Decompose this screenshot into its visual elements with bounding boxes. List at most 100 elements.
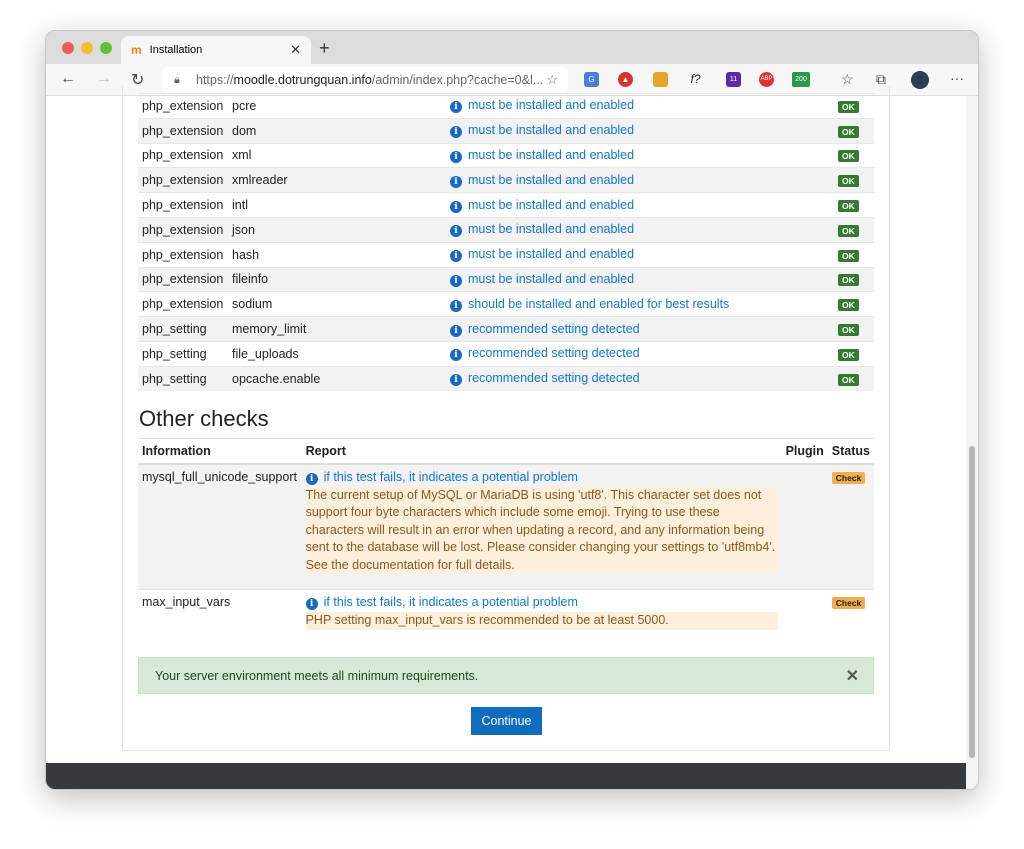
close-tab-icon[interactable]: ✕ [290, 42, 301, 57]
other-checks-table: Information Report Plugin Status mysql_f… [138, 438, 874, 638]
browser-toolbar: ← → ↻ 🔒︎ https://moodle.dotrungquan.info… [46, 64, 978, 96]
tab-installation[interactable]: m Installation ✕ [121, 36, 311, 64]
favorites-icon[interactable]: ☆ [841, 71, 854, 87]
translate-extension-icon[interactable]: G [584, 72, 599, 87]
close-window-button[interactable] [62, 42, 74, 54]
report-link[interactable]: must be installed and enabled [468, 123, 635, 138]
address-bar[interactable]: 🔒︎ https://moodle.dotrungquan.info/admin… [162, 67, 568, 93]
info-icon: i [450, 374, 462, 387]
forward-icon[interactable]: → [96, 70, 112, 87]
warning-message: The current setup of MySQL or MariaDB is… [305, 486, 778, 574]
url-path: /admin/index.php?cache=0&l... [371, 73, 544, 87]
status-badge: OK [838, 348, 859, 361]
status-badge: OK [838, 299, 859, 312]
report-link[interactable]: recommended setting detected [468, 346, 640, 361]
check-name: php_extension [138, 192, 228, 218]
extension-200-icon[interactable]: 200 [792, 72, 810, 87]
formula-extension-icon[interactable]: f? [690, 72, 701, 86]
check-item: file_uploads [228, 340, 446, 367]
scrollbar-thumb[interactable] [969, 446, 975, 758]
content-frame [122, 86, 890, 751]
moodle-favicon-icon: m [131, 43, 142, 57]
table-row: mysql_full_unicode_support i if this test… [138, 463, 874, 590]
check-name: php_extension [138, 216, 228, 243]
info-icon: i [305, 472, 318, 485]
report-link[interactable]: recommended setting detected [468, 321, 640, 336]
report-link[interactable]: must be installed and enabled [468, 98, 635, 113]
status-badge: OK [838, 249, 859, 262]
header-report: Report [301, 438, 782, 465]
extension-a-icon[interactable]: ▲ [618, 72, 633, 87]
check-name: php_setting [138, 340, 228, 367]
header-plugin: Plugin [781, 438, 828, 465]
page-content: php_extension pcre i must be installed an… [46, 86, 968, 763]
check-name: php_setting [138, 316, 228, 342]
potential-problem-link[interactable]: if this test fails, it indicates a poten… [323, 595, 578, 609]
potential-problem-link[interactable]: if this test fails, it indicates a poten… [323, 469, 578, 484]
more-icon[interactable]: ··· [950, 70, 964, 86]
check-item: xml [228, 142, 446, 168]
url-prefix: https:// [196, 73, 234, 87]
minimize-window-button[interactable] [81, 42, 93, 54]
report-link[interactable]: must be installed and enabled [468, 247, 635, 262]
report-link[interactable]: recommended setting detected [468, 371, 640, 386]
other-checks-heading: Other checks [139, 406, 269, 431]
check-name: php_extension [138, 93, 228, 119]
url-host: moodle.dotrungquan.info [233, 73, 372, 87]
scrollbar[interactable] [966, 96, 978, 789]
table-row: php_extension intl i must be installed an… [138, 192, 874, 218]
success-alert: Your server environment meets all minimu… [138, 657, 874, 694]
maximize-window-button[interactable] [100, 42, 112, 54]
check-item: hash [228, 241, 446, 268]
lock-extension-icon[interactable] [653, 72, 668, 87]
check-item: fileinfo [228, 266, 446, 292]
table-row: php_setting file_uploads i recommended se… [138, 340, 874, 367]
report-link[interactable]: must be installed and enabled [468, 197, 635, 212]
alert-message: Your server environment meets all minimu… [155, 668, 479, 683]
status-badge: OK [838, 175, 859, 188]
info-icon: i [450, 126, 462, 139]
table-row: php_extension hash i must be installed an… [138, 241, 874, 268]
report-link[interactable]: must be installed and enabled [468, 172, 635, 187]
status-badge: OK [838, 324, 859, 337]
report-link[interactable]: must be installed and enabled [468, 222, 635, 237]
environment-table: php_extension pcre i must be installed an… [138, 93, 874, 392]
table-row: php_extension xml i must be installed and… [138, 142, 874, 168]
check-name: php_extension [138, 167, 228, 193]
check-item: pcre [228, 93, 446, 119]
check-name: php_extension [138, 117, 228, 144]
table-row: php_extension json i must be installed an… [138, 216, 874, 243]
table-row: max_input_vars i if this test fails, it i… [138, 589, 874, 638]
favorite-add-icon[interactable]: ☆ [546, 72, 558, 87]
reload-icon[interactable]: ↻ [131, 72, 145, 89]
header-information: Information [138, 438, 302, 465]
extension-badge-icon[interactable]: 11 [726, 72, 741, 87]
info-icon: i [450, 274, 462, 287]
info-icon: i [305, 598, 318, 610]
status-badge: Check [831, 471, 866, 484]
info-icon: i [450, 349, 462, 362]
status-badge: OK [838, 274, 859, 287]
report-link[interactable]: must be installed and enabled [468, 147, 635, 162]
check-item: xmlreader [228, 167, 446, 193]
table-row: php_extension sodium i should be installe… [138, 291, 874, 317]
info-cell: mysql_full_unicode_support [138, 463, 302, 590]
status-badge: OK [838, 150, 859, 163]
status-badge: OK [838, 373, 859, 386]
status-badge: OK [838, 125, 859, 138]
check-name: php_extension [138, 291, 228, 317]
report-link[interactable]: must be installed and enabled [468, 271, 635, 286]
continue-button[interactable]: Continue [471, 707, 542, 735]
status-badge: OK [838, 200, 859, 213]
collections-icon[interactable]: ⧉ [876, 71, 886, 87]
close-icon[interactable]: ✕ [845, 667, 859, 685]
info-icon: i [450, 101, 462, 114]
info-icon: i [450, 225, 462, 238]
check-item: sodium [228, 291, 446, 317]
adblock-icon[interactable]: ABP [759, 72, 774, 87]
report-link[interactable]: should be installed and enabled for best… [468, 296, 730, 311]
profile-avatar[interactable] [911, 71, 929, 89]
back-icon[interactable]: ← [60, 70, 76, 87]
new-tab-button[interactable]: + [319, 38, 330, 58]
table-row: php_setting memory_limit i recommended se… [138, 316, 874, 342]
